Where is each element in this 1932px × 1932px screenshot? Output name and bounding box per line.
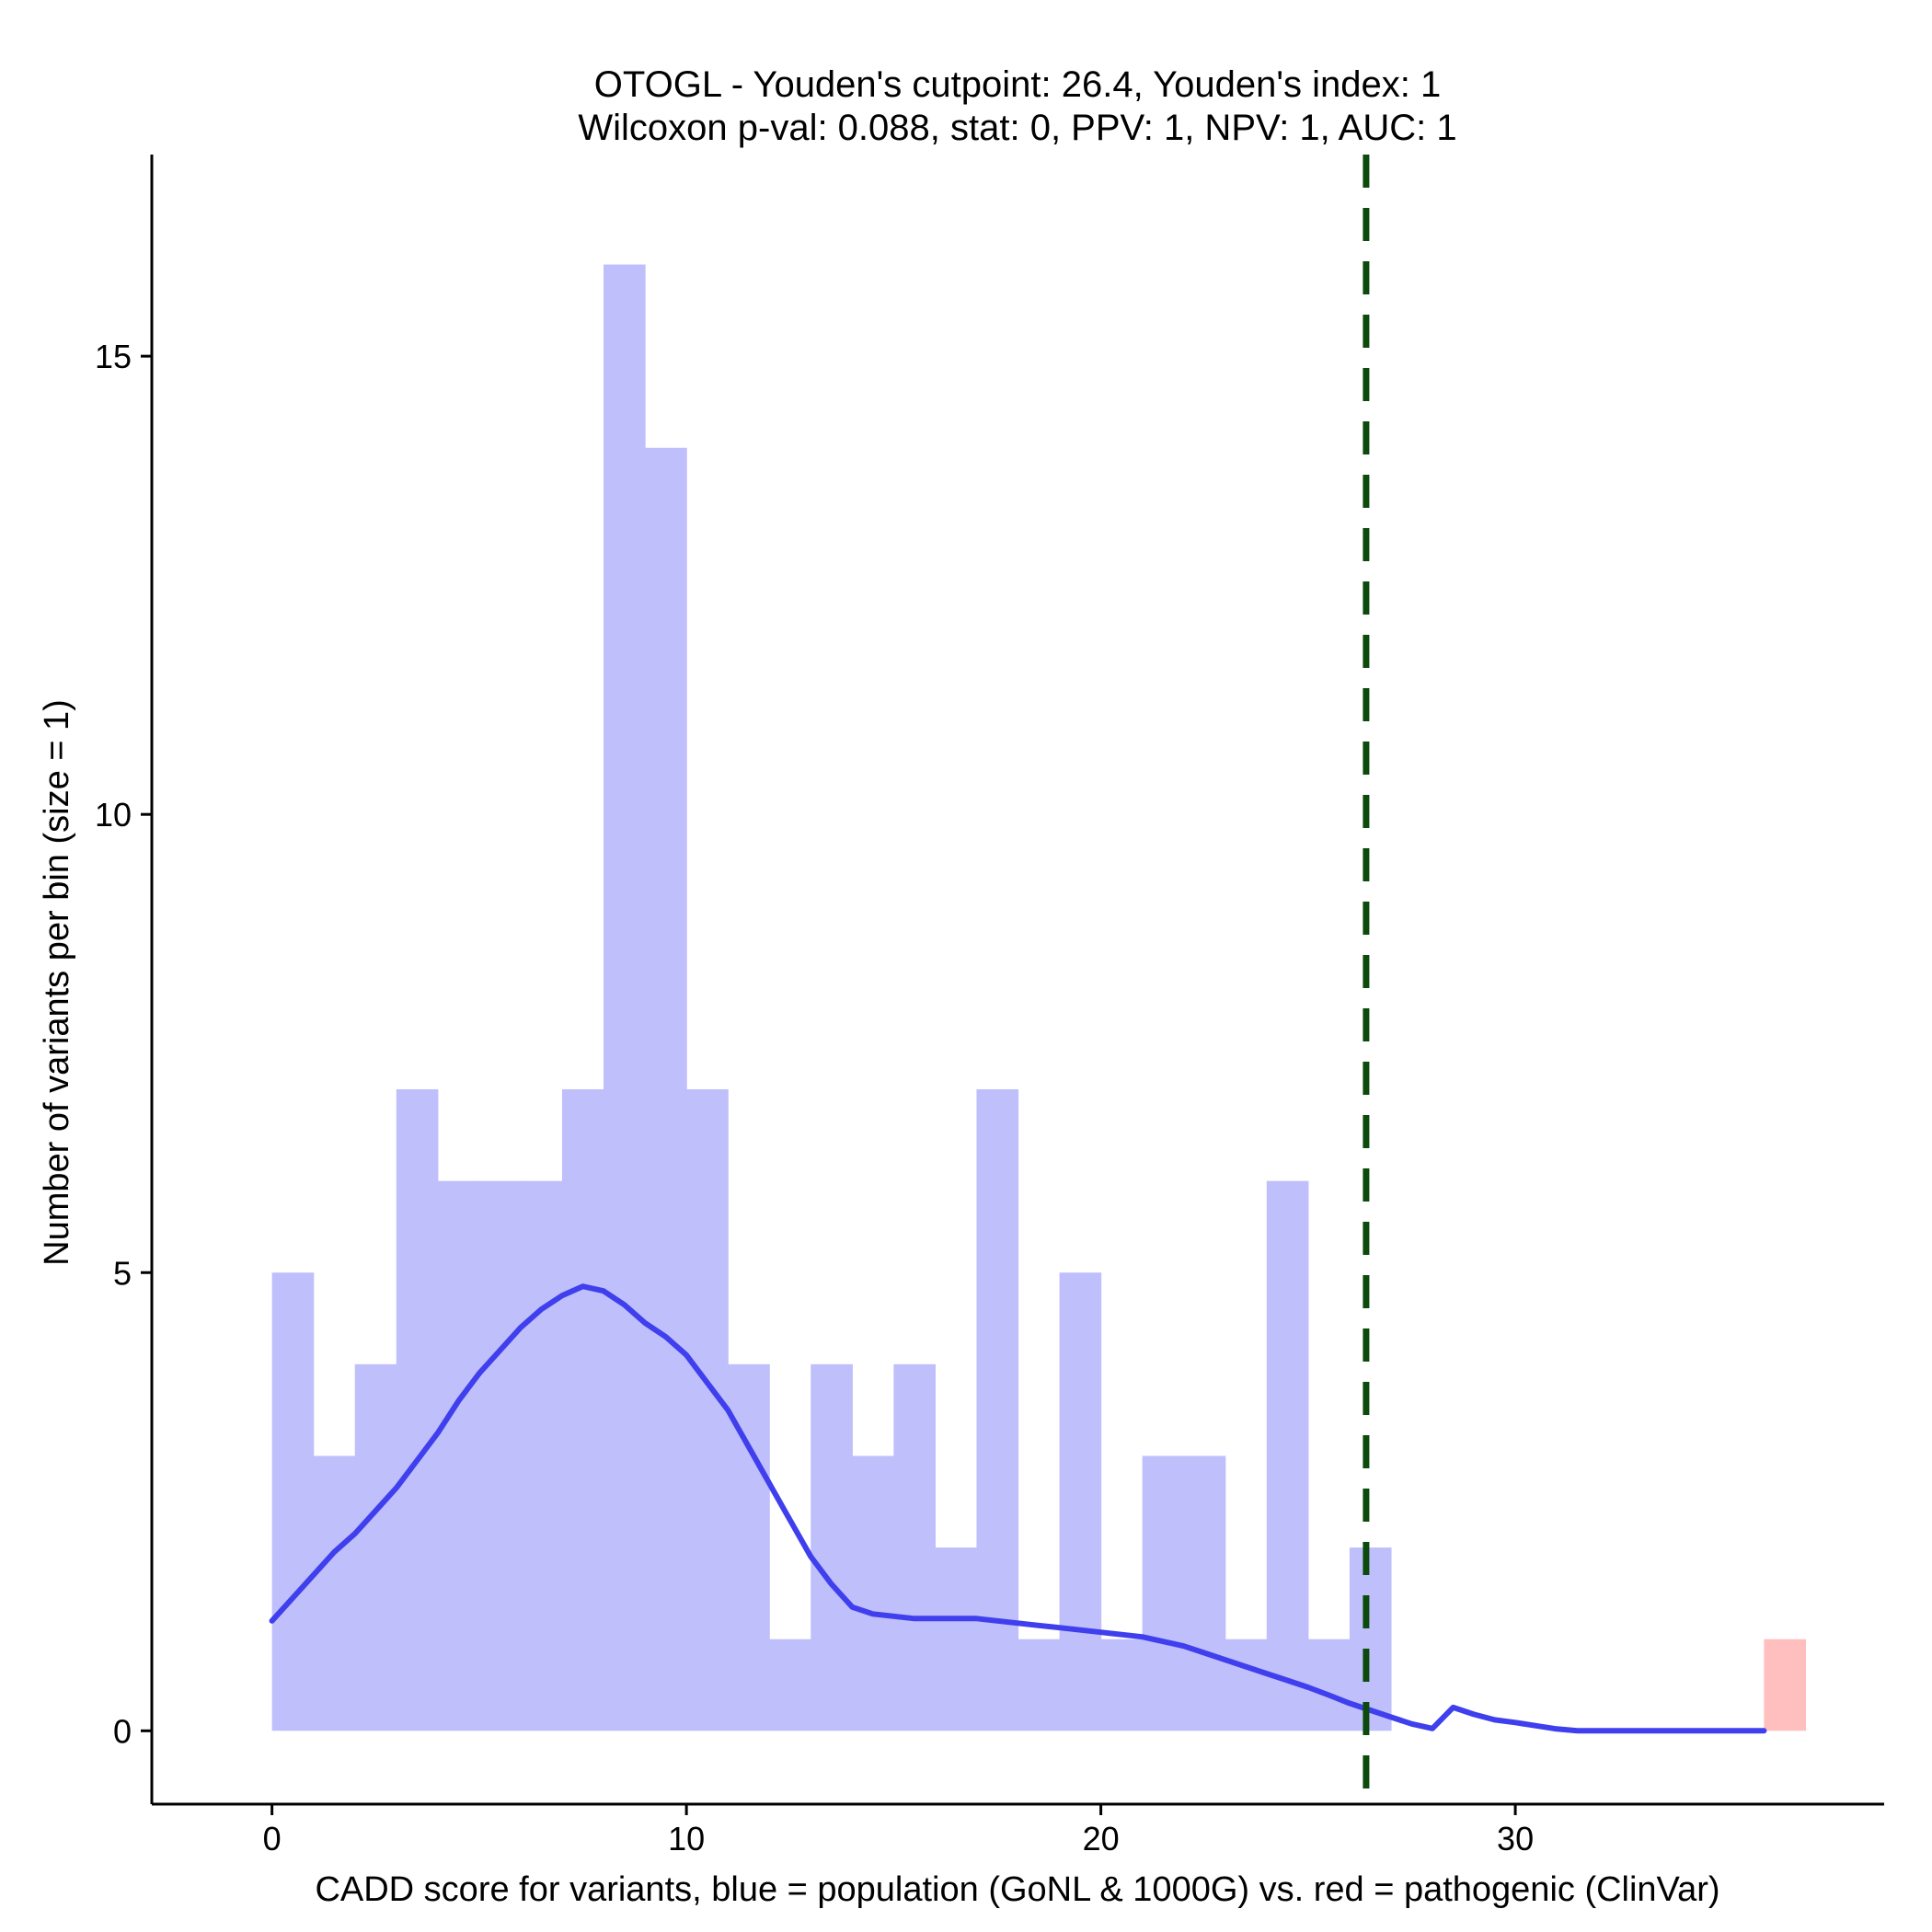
population-bar [935,1547,978,1731]
population-bar [271,1272,315,1731]
population-bar [976,1089,1019,1731]
population-bar [893,1363,937,1731]
y-tick-label: 10 [95,796,132,834]
population-bar [478,1180,522,1731]
population-bar [1142,1455,1185,1731]
x-axis-title: CADD score for variants, blue = populati… [315,1870,1719,1909]
population-bar [396,1089,439,1731]
x-tick-label: 30 [1497,1820,1534,1857]
y-axis-title: Number of variants per bin (size = 1) [38,699,76,1266]
population-bar [811,1363,853,1731]
population-bar [437,1180,480,1731]
chart-subtitle: Wilcoxon p-val: 0.088, stat: 0, PPV: 1, … [578,108,1456,148]
population-bar [686,1089,729,1731]
population-bar [1307,1639,1351,1731]
bars-layer [271,264,1807,1731]
population-bar [313,1455,356,1731]
population-bar [1018,1639,1061,1731]
x-tick-label: 10 [668,1820,705,1857]
population-bar [354,1363,397,1731]
population-bar [561,1089,604,1731]
population-bar [1266,1180,1309,1731]
population-bar [1349,1547,1392,1731]
pathogenic-bar [1764,1639,1807,1731]
x-tick-label: 20 [1083,1820,1120,1857]
density-layer [269,1283,1767,1734]
population-bar [645,447,687,1731]
population-bar [520,1180,563,1731]
population-bar [1183,1455,1226,1731]
population-bar [769,1639,811,1731]
y-tick-label: 5 [113,1254,132,1292]
y-tick-label: 0 [113,1712,132,1750]
population-bar [1100,1639,1144,1731]
axes-layer: 0 10 20 30 0 5 10 15 [95,155,1884,1857]
density-curve [269,1283,1767,1734]
chart-title: OTOGL - Youden's cutpoint: 26.4, Youden'… [594,64,1441,105]
population-bar [1225,1639,1268,1731]
population-bar [604,264,646,1731]
population-bar [1059,1272,1102,1731]
y-tick-label: 15 [95,338,132,375]
x-tick-label: 0 [263,1820,282,1857]
population-bar [852,1455,894,1731]
